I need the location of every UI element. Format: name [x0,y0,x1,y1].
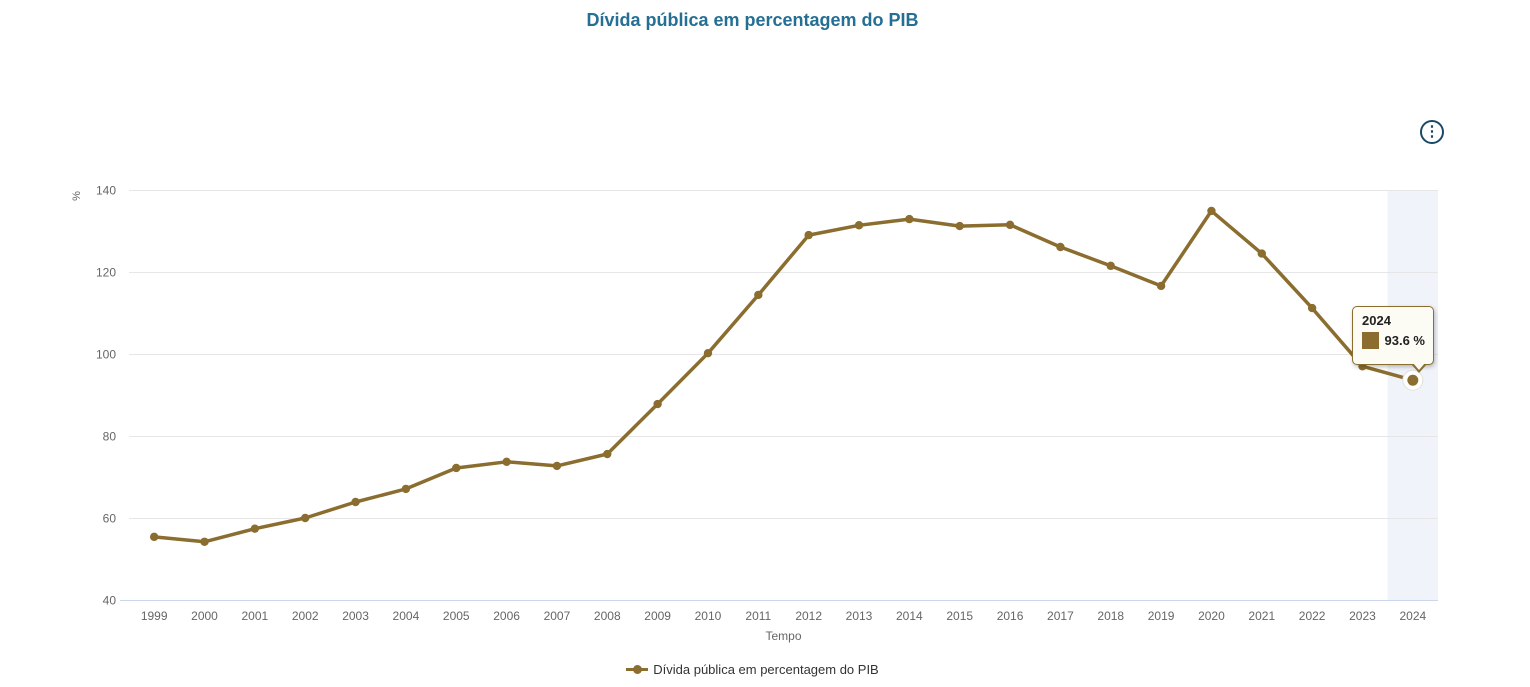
x-tick-label: 2020 [1198,609,1225,623]
data-point-2007[interactable] [552,461,562,471]
x-tick-label: 2010 [695,609,722,623]
data-point-2011[interactable] [754,290,763,300]
x-tick-label: 2009 [644,609,671,623]
x-tick-label: 2002 [292,609,319,623]
data-point-2018[interactable] [1106,261,1115,271]
x-tick-label: 2022 [1299,609,1326,623]
data-point-2000[interactable] [200,537,209,546]
data-point-2013[interactable] [854,221,864,230]
data-point-1999[interactable] [149,532,159,542]
x-tick-label: 2007 [544,609,571,623]
data-point-2006[interactable] [502,457,511,467]
data-point-2005[interactable] [452,463,461,473]
data-point-2019[interactable] [1156,281,1166,291]
y-tick-label: 60 [103,512,117,526]
x-tick-label: 2004 [393,609,420,623]
legend-line-marker-icon [626,665,649,674]
series-line [152,209,1415,544]
legend-item-label: Dívida pública em percentagem do PIB [653,662,879,677]
data-point-2016[interactable] [1005,220,1015,230]
x-tick-label: 2018 [1097,609,1124,623]
x-tick-label: 2019 [1148,609,1175,623]
data-point-2008[interactable] [603,449,612,459]
legend-item-divida-publica[interactable]: Dívida pública em percentagem do PIB [626,662,879,677]
tooltip-value: 93.6 % [1384,333,1425,348]
plot-band-highlight [1387,190,1438,600]
x-tick-label: 2021 [1248,609,1275,623]
x-tick-label: 2013 [846,609,873,623]
x-tick-label: 2024 [1399,609,1426,623]
context-menu-button[interactable]: ⋮ [1420,120,1444,144]
y-tick-label: 140 [96,184,116,198]
x-tick-label: 2011 [745,609,771,623]
data-point-2002[interactable] [301,513,310,523]
y-tick-label: 80 [103,430,117,444]
x-tick-label: 2005 [443,609,470,623]
x-tick-label: 1999 [141,609,168,623]
x-tick-label: 2001 [242,609,269,623]
tooltip-year: 2024 [1362,313,1391,328]
data-point-2003[interactable] [351,497,360,507]
data-point-2012[interactable] [804,230,813,240]
x-tick-label: 2017 [1047,609,1074,623]
data-point-2004[interactable] [401,484,411,494]
y-axis-title: % [71,191,83,201]
data-point-2015[interactable] [955,221,964,231]
x-tick-label: 2000 [191,609,218,623]
x-tick-label: 2014 [896,609,923,623]
data-point-2022[interactable] [1307,303,1317,313]
chart-legend: Dívida pública em percentagem do PIB [0,662,1505,677]
y-tick-label: 40 [103,594,117,608]
data-point-2017[interactable] [1056,242,1065,252]
x-tick-label: 2016 [997,609,1024,623]
x-tick-label: 2003 [342,609,369,623]
data-point-2014[interactable] [905,214,914,224]
tooltip: 2024 93.6 % [1352,306,1434,373]
x-tick-label: 2012 [795,609,822,623]
x-tick-label: 2023 [1349,609,1376,623]
data-point-2021[interactable] [1257,249,1266,258]
x-axis-title: Tempo [765,629,801,643]
data-point-2024[interactable] [1407,374,1419,386]
chart-title: Dívida pública em percentagem do PIB [586,10,919,30]
x-tick-label: 2015 [946,609,973,623]
data-point-2001[interactable] [250,524,260,533]
y-tick-label: 100 [96,348,116,362]
tooltip-series-swatch [1362,332,1379,349]
data-point-2010[interactable] [703,348,713,358]
kebab-menu-icon: ⋮ [1424,123,1440,140]
data-point-2020[interactable] [1207,206,1216,216]
y-tick-label: 120 [96,266,116,280]
data-point-2009[interactable] [653,399,662,409]
x-tick-label: 2008 [594,609,621,623]
x-tick-label: 2006 [493,609,520,623]
